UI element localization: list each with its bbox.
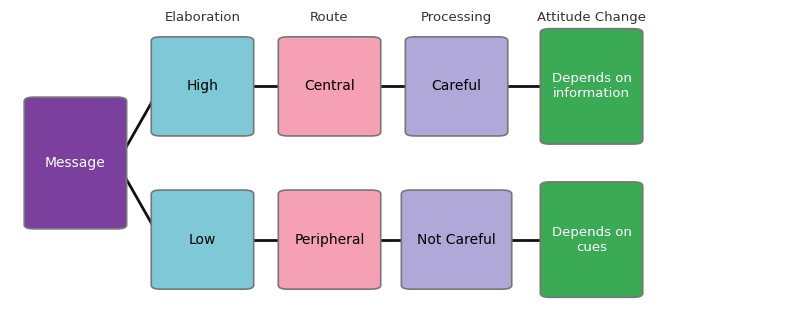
FancyBboxPatch shape [25,97,127,229]
Text: Attitude Change: Attitude Change [537,11,646,24]
Text: Depends on
cues: Depends on cues [552,226,631,254]
FancyBboxPatch shape [160,41,245,132]
Text: Route: Route [310,11,349,24]
FancyBboxPatch shape [151,190,254,289]
FancyBboxPatch shape [151,37,254,136]
FancyBboxPatch shape [549,33,634,140]
Text: Central: Central [304,80,355,93]
Text: High: High [187,80,218,93]
FancyBboxPatch shape [33,101,118,225]
Text: Message: Message [45,156,106,170]
FancyBboxPatch shape [287,194,371,285]
Text: Depends on
information: Depends on information [552,72,631,100]
FancyBboxPatch shape [405,37,508,136]
Text: Low: Low [189,233,216,246]
Text: Elaboration: Elaboration [164,11,241,24]
FancyBboxPatch shape [401,190,511,289]
FancyBboxPatch shape [540,182,643,297]
FancyBboxPatch shape [540,29,643,144]
Text: Not Careful: Not Careful [417,233,496,246]
FancyBboxPatch shape [278,190,381,289]
FancyBboxPatch shape [549,186,634,293]
FancyBboxPatch shape [160,194,245,285]
FancyBboxPatch shape [411,194,502,285]
Text: Processing: Processing [421,11,492,24]
Text: Careful: Careful [432,80,481,93]
FancyBboxPatch shape [287,41,371,132]
Text: Peripheral: Peripheral [295,233,364,246]
FancyBboxPatch shape [414,41,499,132]
FancyBboxPatch shape [278,37,381,136]
